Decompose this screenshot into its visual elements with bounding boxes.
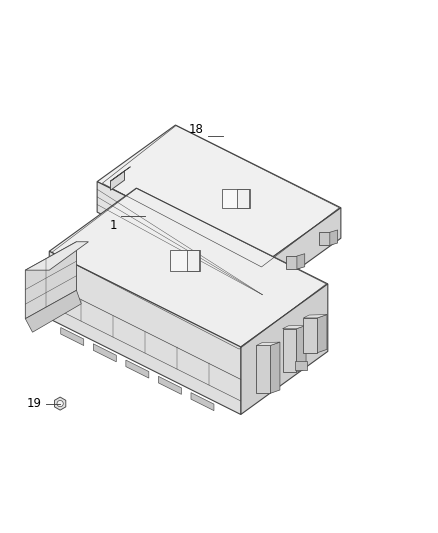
Polygon shape bbox=[256, 342, 280, 345]
Polygon shape bbox=[25, 242, 88, 270]
Polygon shape bbox=[304, 318, 318, 353]
Polygon shape bbox=[97, 125, 341, 264]
Polygon shape bbox=[54, 397, 66, 410]
Polygon shape bbox=[256, 345, 270, 393]
Polygon shape bbox=[191, 393, 214, 410]
FancyBboxPatch shape bbox=[187, 250, 199, 271]
Polygon shape bbox=[110, 167, 131, 181]
FancyBboxPatch shape bbox=[237, 189, 249, 208]
Polygon shape bbox=[283, 325, 306, 329]
Polygon shape bbox=[159, 376, 181, 394]
Polygon shape bbox=[93, 344, 116, 362]
Polygon shape bbox=[297, 254, 305, 269]
Polygon shape bbox=[25, 242, 77, 319]
Polygon shape bbox=[110, 171, 124, 190]
Circle shape bbox=[57, 400, 63, 407]
Polygon shape bbox=[286, 256, 297, 269]
Polygon shape bbox=[318, 314, 327, 353]
Polygon shape bbox=[49, 188, 328, 347]
Polygon shape bbox=[295, 361, 307, 370]
Text: 19: 19 bbox=[26, 397, 42, 410]
Polygon shape bbox=[283, 329, 297, 372]
Polygon shape bbox=[319, 232, 330, 245]
FancyBboxPatch shape bbox=[222, 189, 250, 208]
FancyBboxPatch shape bbox=[170, 250, 201, 271]
Polygon shape bbox=[25, 290, 81, 332]
Polygon shape bbox=[61, 327, 84, 345]
Polygon shape bbox=[241, 284, 328, 415]
Polygon shape bbox=[126, 360, 149, 378]
Polygon shape bbox=[262, 208, 341, 295]
Polygon shape bbox=[297, 325, 306, 372]
Polygon shape bbox=[270, 342, 280, 393]
Polygon shape bbox=[330, 230, 338, 245]
Text: 18: 18 bbox=[189, 123, 204, 136]
Polygon shape bbox=[49, 251, 241, 415]
Polygon shape bbox=[97, 182, 262, 295]
Text: 1: 1 bbox=[109, 219, 117, 232]
Polygon shape bbox=[304, 314, 327, 318]
